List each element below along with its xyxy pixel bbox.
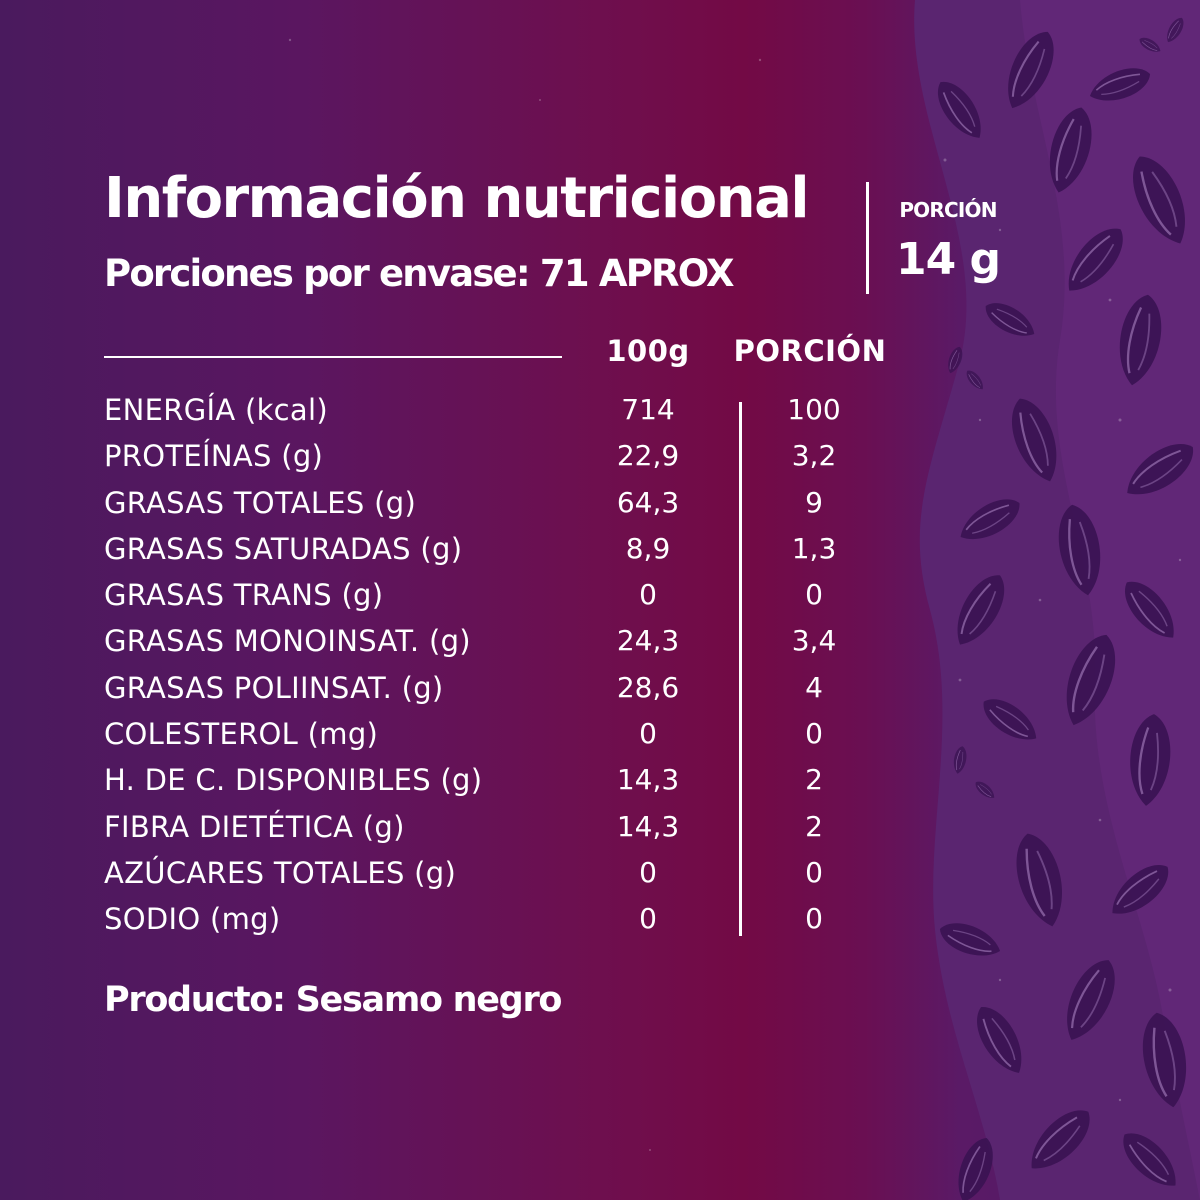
nutrient-label: GRASAS MONOINSAT. (g) [104, 624, 471, 659]
value-per-100g: 0 [639, 578, 657, 612]
value-per-100g: 0 [639, 902, 657, 936]
nutrient-label: GRASAS TRANS (g) [104, 578, 384, 613]
value-per-portion: 0 [805, 855, 823, 889]
nutrient-label: FIBRA DIETÉTICA (g) [104, 809, 405, 844]
nutrient-label: COLESTEROL (mg) [104, 717, 379, 752]
table-row: COLESTEROL (mg) 0 0 [104, 711, 904, 757]
value-per-100g: 8,9 [625, 531, 671, 565]
portion-value: 14 g [895, 234, 1001, 285]
servings-per-package: Porciones por envase: 71 APROX [104, 252, 735, 295]
value-per-portion: 2 [805, 809, 823, 843]
nutrient-label: GRASAS TOTALES (g) [104, 485, 417, 520]
table-row: H. DE C. DISPONIBLES (g) 14,3 2 [104, 757, 904, 803]
nutrient-label: ENERGÍA (kcal) [104, 393, 328, 427]
value-per-100g: 28,6 [616, 670, 680, 704]
value-per-portion: 0 [805, 578, 823, 612]
product-name: Producto: Sesamo negro [104, 980, 562, 1020]
value-per-100g: 22,9 [616, 439, 680, 473]
table-row: GRASAS MONOINSAT. (g) 24,3 3,4 [104, 618, 904, 664]
table-row: GRASAS SATURADAS (g) 8,9 1,3 [104, 526, 904, 572]
table-row: GRASAS TRANS (g) 0 0 [104, 572, 904, 618]
nutrient-label: H. DE C. DISPONIBLES (g) [104, 763, 483, 798]
page-title: Información nutricional [104, 166, 810, 231]
table-row: PROTEÍNAS (g) 22,9 3,2 [104, 433, 904, 479]
value-per-100g: 0 [639, 855, 657, 889]
table-row: GRASAS TOTALES (g) 64,3 9 [104, 480, 904, 526]
table-row: AZÚCARES TOTALES (g) 0 0 [104, 850, 904, 896]
table-row: FIBRA DIETÉTICA (g) 14,3 2 [104, 804, 904, 850]
value-per-portion: 4 [805, 670, 823, 704]
header-divider [866, 182, 869, 294]
value-per-portion: 1,3 [791, 531, 837, 565]
table-header-rule [104, 356, 562, 358]
value-per-100g: 64,3 [616, 485, 680, 519]
column-header-100g: 100g [606, 334, 690, 368]
table-row: GRASAS POLIINSAT. (g) 28,6 4 [104, 665, 904, 711]
value-per-portion: 3,4 [791, 624, 837, 658]
value-per-portion: 2 [805, 763, 823, 797]
portion-label: PORCIÓN [899, 198, 997, 222]
value-per-100g: 24,3 [616, 624, 680, 658]
value-per-portion: 9 [805, 485, 823, 519]
value-per-100g: 14,3 [616, 809, 680, 843]
nutrient-label: AZÚCARES TOTALES (g) [104, 855, 457, 890]
column-header-portion: PORCIÓN [733, 334, 887, 368]
table-row: ENERGÍA (kcal) 714 100 [104, 387, 904, 433]
nutrition-table: ENERGÍA (kcal) 714 100 PROTEÍNAS (g) 22,… [104, 387, 904, 943]
value-per-portion: 0 [805, 902, 823, 936]
nutrient-label: PROTEÍNAS (g) [104, 439, 324, 474]
value-per-100g: 714 [621, 393, 675, 426]
nutrient-label: GRASAS POLIINSAT. (g) [104, 670, 444, 705]
value-per-portion: 100 [787, 393, 841, 426]
value-per-100g: 0 [639, 717, 657, 751]
column-divider [739, 402, 742, 936]
value-per-100g: 14,3 [616, 763, 680, 797]
value-per-portion: 3,2 [791, 439, 837, 473]
nutrient-label: GRASAS SATURADAS (g) [104, 531, 463, 566]
table-row: SODIO (mg) 0 0 [104, 896, 904, 942]
nutrient-label: SODIO (mg) [104, 902, 281, 937]
value-per-portion: 0 [805, 717, 823, 751]
